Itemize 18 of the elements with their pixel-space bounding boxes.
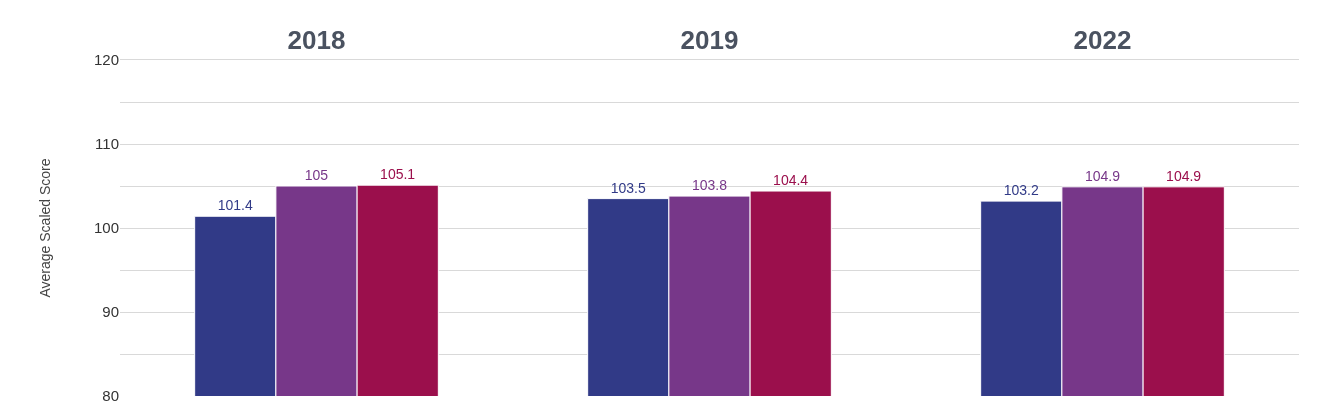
data-label: 104.9 <box>1166 167 1202 184</box>
data-label: 103.5 <box>610 179 646 196</box>
x-tick-label: 2022 <box>1073 24 1132 55</box>
y-tick-label: 110 <box>95 135 119 153</box>
data-label: 105 <box>304 167 329 183</box>
y-tick-label: 90 <box>102 303 119 321</box>
data-label: 101.4 <box>217 197 253 214</box>
y-tick-label: 100 <box>93 219 119 237</box>
y-tick-label: 80 <box>102 387 119 405</box>
x-tick-label: 2018 <box>287 24 346 55</box>
data-label: 105.1 <box>380 166 416 183</box>
data-label: 104.9 <box>1084 167 1121 184</box>
y-tick-label: 120 <box>93 51 119 69</box>
y-axis-title: Average Scaled Score <box>36 158 53 298</box>
data-label: 103.2 <box>1003 182 1039 199</box>
data-label: 103.8 <box>691 177 728 194</box>
x-tick-label: 2019 <box>680 24 739 55</box>
data-label: 104.4 <box>773 172 809 189</box>
